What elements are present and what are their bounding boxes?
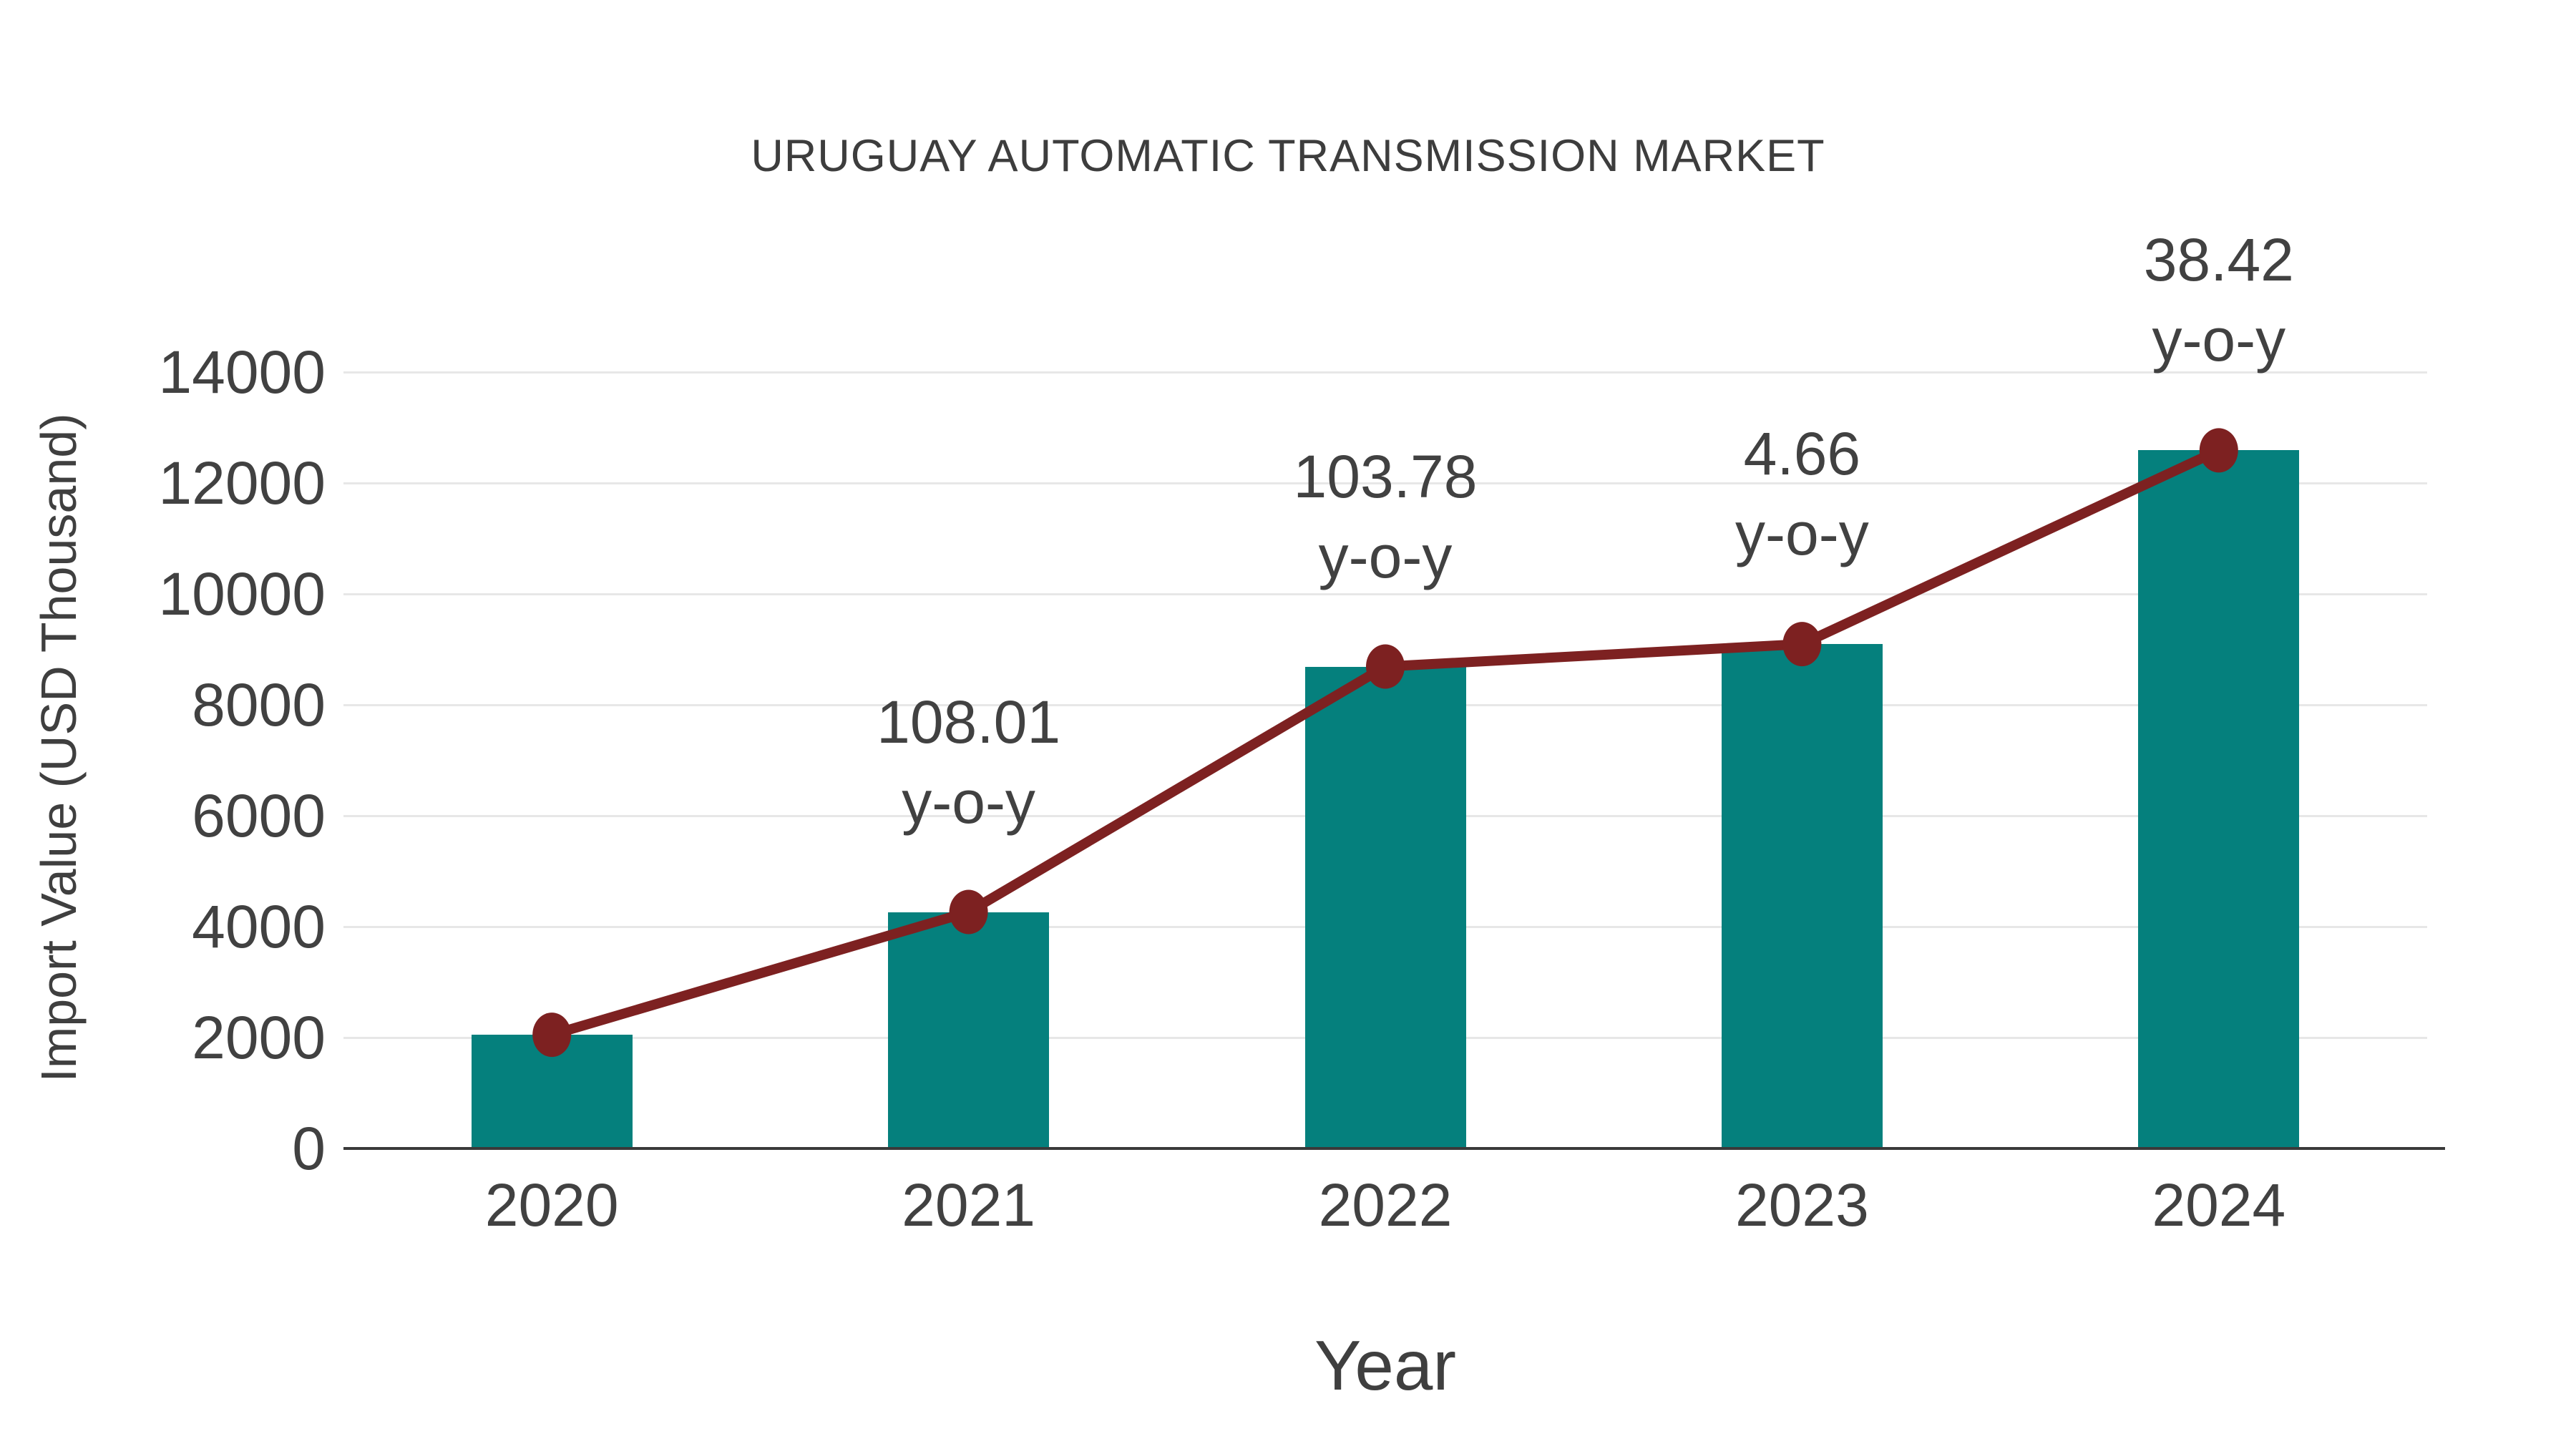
- yoy-value: 108.01: [877, 688, 1061, 756]
- yoy-annotation-2024: 38.42 y-o-y: [1990, 220, 2448, 380]
- y-tick-label: 6000: [192, 782, 326, 849]
- yoy-unit: y-o-y: [902, 768, 1035, 836]
- x-tick-label-2022: 2022: [1318, 1171, 1453, 1239]
- x-tick-label-2024: 2024: [2152, 1171, 2286, 1239]
- y-tick-label: 12000: [158, 449, 326, 517]
- x-tick-label-2021: 2021: [902, 1171, 1036, 1239]
- bar-2022: [1304, 666, 1466, 1148]
- trend-marker-2021: [949, 889, 988, 935]
- yoy-value: 38.42: [2143, 226, 2294, 294]
- yoy-value: 4.66: [1743, 420, 1861, 488]
- x-axis-line: [343, 1147, 2445, 1150]
- yoy-annotation-2022: 103.78 y-o-y: [1156, 436, 1614, 597]
- chart-title: URUGUAY AUTOMATIC TRANSMISSION MARKET: [751, 131, 1825, 181]
- y-tick-label: 10000: [158, 560, 326, 628]
- trend-marker-2024: [2199, 428, 2238, 473]
- yoy-annotation-2023: 4.66 y-o-y: [1573, 414, 2031, 574]
- trend-marker-2023: [1782, 622, 1822, 667]
- x-tick-label-2023: 2023: [1735, 1171, 1869, 1239]
- bar-2023: [1721, 644, 1883, 1148]
- x-axis-title: Year: [1314, 1326, 1456, 1405]
- gridline-14000: [343, 371, 2427, 374]
- gridline-12000: [343, 482, 2427, 484]
- yoy-unit: y-o-y: [2152, 306, 2286, 374]
- y-tick-label: 14000: [158, 338, 326, 406]
- x-tick-label-2020: 2020: [484, 1171, 619, 1239]
- yoy-value: 103.78: [1293, 442, 1478, 510]
- y-tick-label: 8000: [192, 671, 326, 738]
- yoy-unit: y-o-y: [1318, 522, 1453, 590]
- y-tick-label: 2000: [192, 1004, 326, 1071]
- trend-marker-2020: [532, 1013, 572, 1058]
- yoy-annotation-2021: 108.01 y-o-y: [740, 682, 1198, 842]
- bar-2021: [888, 912, 1050, 1148]
- yoy-unit: y-o-y: [1735, 500, 1869, 568]
- y-tick-label: 4000: [192, 893, 326, 960]
- bar-2024: [2138, 450, 2300, 1148]
- y-tick-label: 0: [292, 1115, 326, 1182]
- gridline-10000: [343, 592, 2427, 595]
- trend-marker-2022: [1366, 644, 1405, 689]
